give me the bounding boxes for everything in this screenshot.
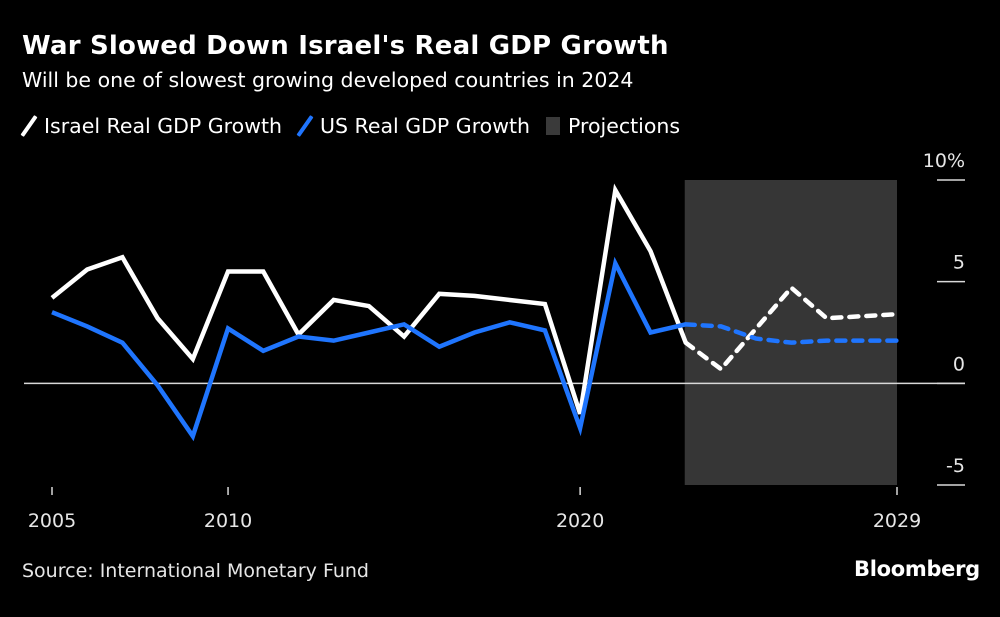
- gray-box-swatch-icon: [546, 117, 561, 135]
- legend-item-us: US Real GDP Growth: [298, 114, 530, 138]
- projection-shade: [684, 180, 897, 485]
- legend-item-israel: Israel Real GDP Growth: [22, 114, 282, 138]
- x-tick-label: 2020: [556, 510, 604, 532]
- legend-label-israel: Israel Real GDP Growth: [44, 114, 283, 138]
- source-note: Source: International Monetary Fund: [22, 560, 369, 582]
- y-tick-label: 0: [953, 353, 965, 375]
- y-tick-label: -5: [946, 455, 965, 477]
- legend-label-us: US Real GDP Growth: [320, 114, 531, 138]
- legend-label-projections: Projections: [568, 114, 681, 138]
- y-tick-label: 5: [953, 252, 965, 274]
- x-tick-label: 2010: [204, 510, 252, 532]
- legend: Israel Real GDP Growth US Real GDP Growt…: [22, 114, 696, 138]
- x-tick-label: 2029: [873, 510, 921, 532]
- chart-subtitle: Will be one of slowest growing developed…: [22, 68, 634, 92]
- legend-item-projections: Projections: [546, 114, 680, 138]
- x-tick-label: 2005: [28, 510, 76, 532]
- bloomberg-logo: Bloomberg: [854, 557, 980, 581]
- y-tick-label: 10%: [923, 150, 965, 172]
- chart-title: War Slowed Down Israel's Real GDP Growth: [22, 31, 669, 61]
